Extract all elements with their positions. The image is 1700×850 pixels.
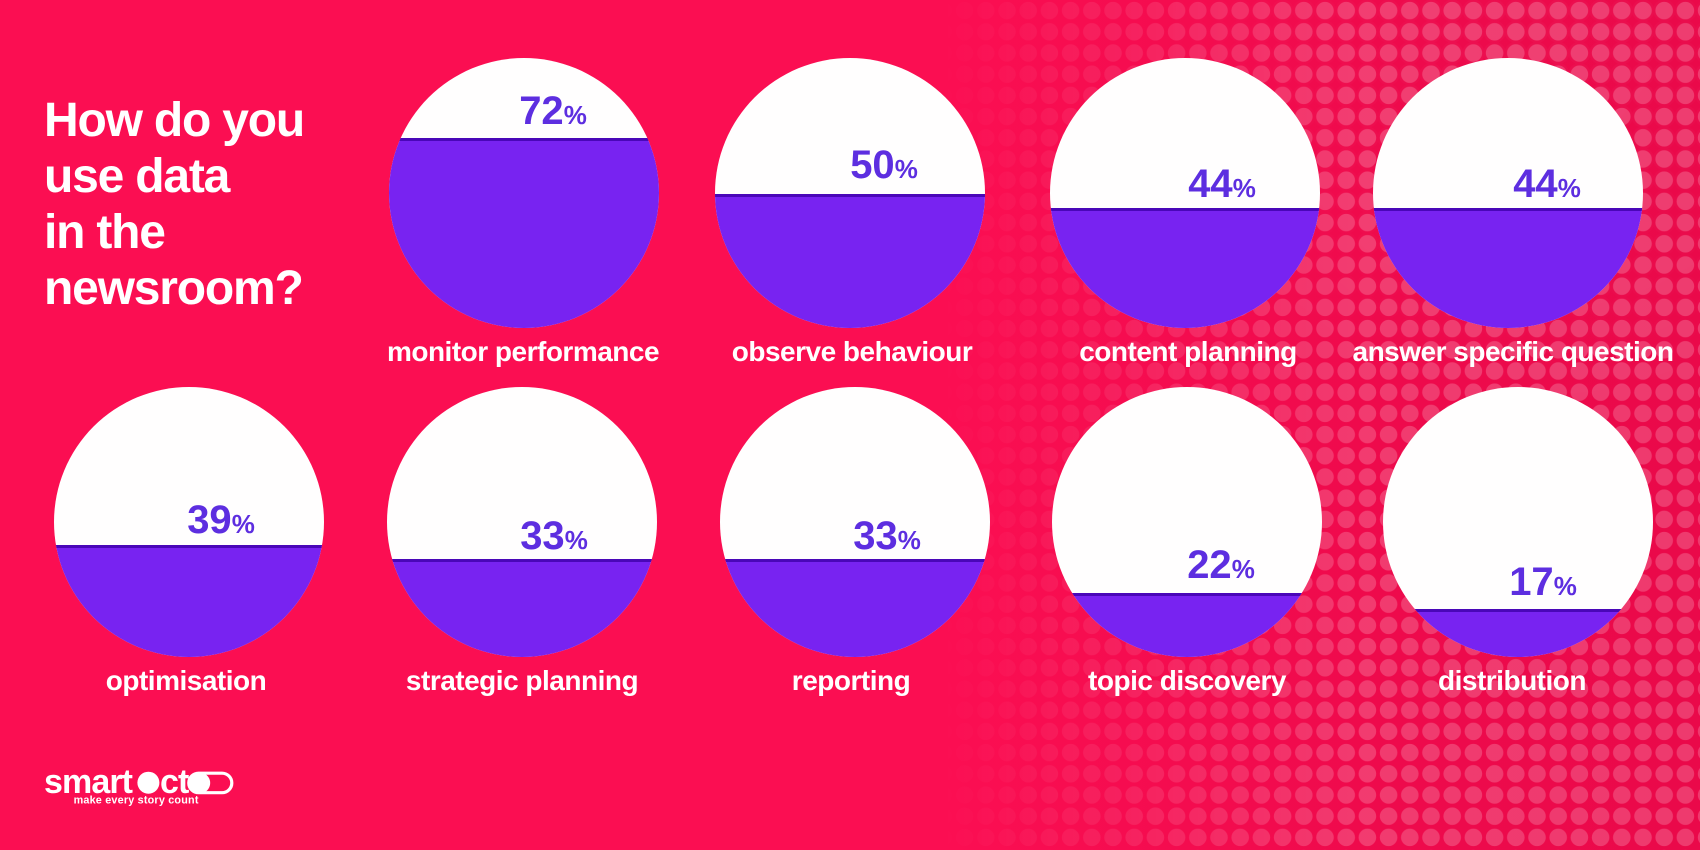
svg-text:ct: ct (160, 763, 189, 801)
svg-text:make every story count: make every story count (74, 795, 199, 807)
svg-text:smart: smart (44, 763, 133, 801)
